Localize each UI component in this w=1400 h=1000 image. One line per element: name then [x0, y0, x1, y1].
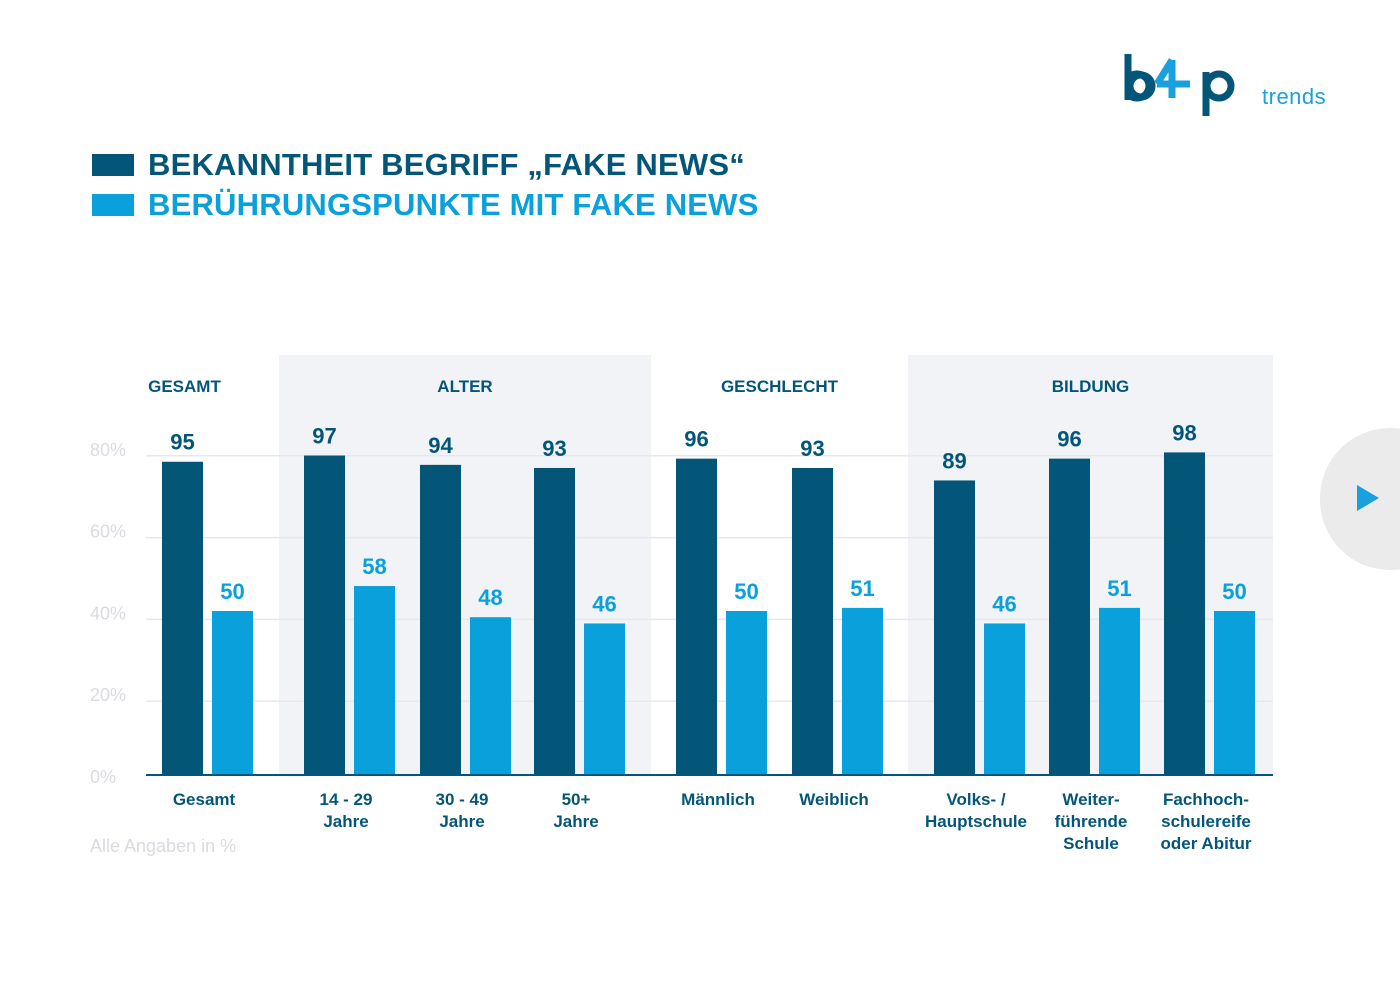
category-label-line: 14 - 29	[320, 790, 373, 809]
bar-awareness-2	[420, 464, 461, 775]
data-label: 46	[992, 591, 1016, 616]
chart-legend: BEKANNTHEIT BEGRIFF „FAKE NEWS“ BERÜHRUN…	[92, 145, 759, 225]
category-label: 30 - 49 Jahre	[436, 790, 489, 831]
category-label: 50+ Jahre	[553, 790, 598, 831]
data-label: 50	[1222, 579, 1246, 604]
data-label: 94	[428, 433, 453, 458]
bar-contact-8	[1214, 610, 1255, 775]
category-label-line: 30 - 49	[436, 790, 489, 809]
category-label-line: Jahre	[439, 812, 484, 831]
play-arrow-icon	[1357, 485, 1379, 511]
data-label: 46	[592, 591, 616, 616]
category-label-line: Jahre	[323, 812, 368, 831]
category-label-line: Fachhoch-	[1163, 790, 1249, 809]
category-label-line: Weiblich	[799, 790, 869, 809]
category-label-line: Hauptschule	[925, 812, 1027, 831]
y-tick-label: 20%	[90, 685, 126, 705]
bar-awareness-7	[1049, 458, 1090, 775]
bar-contact-0	[212, 610, 253, 775]
bar-contact-5	[842, 607, 883, 775]
category-label-line: Jahre	[553, 812, 598, 831]
data-label: 51	[850, 576, 874, 601]
bar-contact-1	[354, 586, 395, 775]
bar-awareness-3	[534, 467, 575, 775]
b4p-logo-mark	[1124, 54, 1235, 116]
group-header-2: GESCHLECHT	[721, 377, 839, 396]
data-label: 58	[362, 554, 386, 579]
category-label-line: Weiter-	[1062, 790, 1119, 809]
legend-label-contact: BERÜHRUNGSPUNKTE MIT FAKE NEWS	[148, 187, 759, 222]
bar-contact-2	[470, 617, 511, 775]
y-tick-label: 40%	[90, 603, 126, 623]
category-label: Weiblich	[799, 790, 869, 809]
bar-contact-7	[1099, 607, 1140, 775]
data-label: 96	[684, 427, 708, 452]
logo: trends	[1122, 50, 1326, 120]
category-label: Männlich	[681, 790, 755, 809]
data-label: 95	[170, 430, 194, 455]
footnote: Alle Angaben in %	[90, 836, 237, 856]
category-label-line: Gesamt	[173, 790, 236, 809]
bar-awareness-1	[304, 455, 345, 775]
category-label-line: Schule	[1063, 834, 1119, 853]
data-label: 96	[1057, 427, 1081, 452]
bar-awareness-4	[676, 458, 717, 775]
category-label: Gesamt	[173, 790, 236, 809]
data-label: 50	[220, 579, 244, 604]
group-header-3: BILDUNG	[1052, 377, 1129, 396]
y-tick-label: 60%	[90, 522, 126, 542]
bar-awareness-8	[1164, 452, 1205, 775]
bar-contact-3	[584, 623, 625, 775]
bar-contact-4	[726, 610, 767, 775]
category-label-line: führende	[1055, 812, 1128, 831]
category-label-line: schulereife	[1161, 812, 1251, 831]
group-header-1: ALTER	[437, 377, 492, 396]
y-tick-label: 80%	[90, 440, 126, 460]
bar-contact-6	[984, 623, 1025, 775]
legend-swatch-contact	[92, 194, 134, 216]
data-label: 98	[1172, 420, 1196, 445]
legend-label-awareness: BEKANNTHEIT BEGRIFF „FAKE NEWS“	[148, 147, 745, 182]
category-label-line: 50+	[562, 790, 591, 809]
category-label: 14 - 29 Jahre	[320, 790, 373, 831]
legend-swatch-awareness	[92, 154, 134, 176]
legend-item-awareness: BEKANNTHEIT BEGRIFF „FAKE NEWS“	[92, 145, 759, 185]
bar-awareness-5	[792, 467, 833, 775]
category-label: Fachhoch-schulereife oder Abitur	[1161, 790, 1252, 853]
category-label-line: Volks- /	[946, 790, 1005, 809]
data-label: 51	[1107, 576, 1131, 601]
y-tick-label: 0%	[90, 767, 116, 787]
category-label-line: oder Abitur	[1161, 834, 1252, 853]
data-label: 50	[734, 579, 758, 604]
logo-subtitle: trends	[1262, 84, 1327, 109]
category-label-line: Männlich	[681, 790, 755, 809]
data-label: 89	[942, 448, 966, 473]
bar-awareness-6	[934, 480, 975, 775]
data-label: 97	[312, 424, 336, 449]
data-label: 48	[478, 585, 502, 610]
group-header-0: GESAMT	[148, 377, 221, 396]
data-label: 93	[800, 436, 824, 461]
category-label: Volks- / Hauptschule	[925, 790, 1027, 831]
category-label: Weiter-führende Schule	[1055, 790, 1128, 853]
data-label: 93	[542, 436, 566, 461]
legend-item-contact: BERÜHRUNGSPUNKTE MIT FAKE NEWS	[92, 185, 759, 225]
bar-awareness-0	[162, 461, 203, 775]
